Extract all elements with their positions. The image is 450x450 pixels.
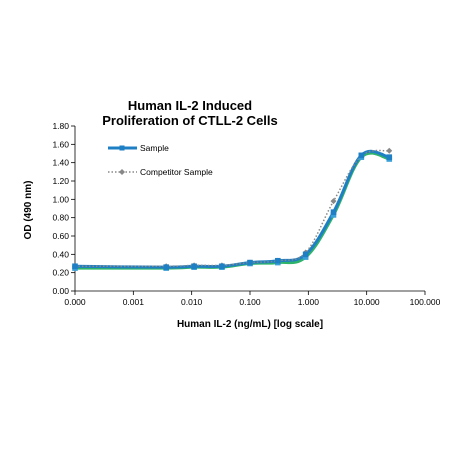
x-tick-label: 1.000 [298,297,320,307]
x-tick-label: 10.000 [354,297,380,307]
x-ticks: 0.000 0.001 0.010 0.100 1.000 10.000 100.000 [64,291,441,307]
y-tick-label: 1.40 [52,158,69,168]
y-tick-label: 0.60 [52,231,69,241]
sample-point [358,152,365,159]
chart-title-line-1: Human IL-2 Induced [128,98,252,113]
legend-competitor-marker [119,169,125,175]
x-axis-label: Human IL-2 (ng/mL) [log scale] [177,319,323,330]
y-tick-label: 1.60 [52,139,69,149]
chart-title-line-2: Proliferation of CTLL-2 Cells [102,113,278,128]
sample-point [330,209,337,215]
sample-point [275,257,281,264]
y-tick-label: 1.00 [52,194,69,204]
competitor-point [330,198,337,205]
sample-point [302,251,309,258]
sample-point [247,259,253,266]
x-tick-label: 100.000 [410,297,441,307]
legend: Sample Competitor Sample [108,143,213,177]
y-tick-label: 1.80 [52,121,69,131]
sample-point [219,263,225,270]
y-tick-label: 0.00 [52,286,69,296]
sample-point [386,154,393,160]
y-ticks: 0.00 0.20 0.40 0.60 0.80 1.00 1.20 1.40 1.60 1.80 [52,121,75,296]
x-tick-label: 0.001 [123,297,145,307]
y-tick-label: 0.20 [52,268,69,278]
x-tick-label: 0.000 [64,297,86,307]
y-tick-label: 1.20 [52,176,69,186]
sample-point [72,263,78,270]
y-axis-label: OD (490 nm) [23,181,34,240]
sample-point [191,263,197,270]
x-tick-label: 0.010 [181,297,203,307]
sample-point [163,264,170,270]
sample-series-line [74,149,390,269]
legend-sample-marker [119,145,125,151]
x-tick-label: 0.100 [239,297,261,307]
competitor-point [386,147,393,154]
y-tick-label: 0.40 [52,249,69,259]
legend-competitor-label: Competitor Sample [140,167,213,177]
competitor-series-line [74,149,390,268]
y-tick-label: 0.80 [52,213,69,223]
legend-sample-label: Sample [140,143,169,153]
series-layer [72,147,393,271]
